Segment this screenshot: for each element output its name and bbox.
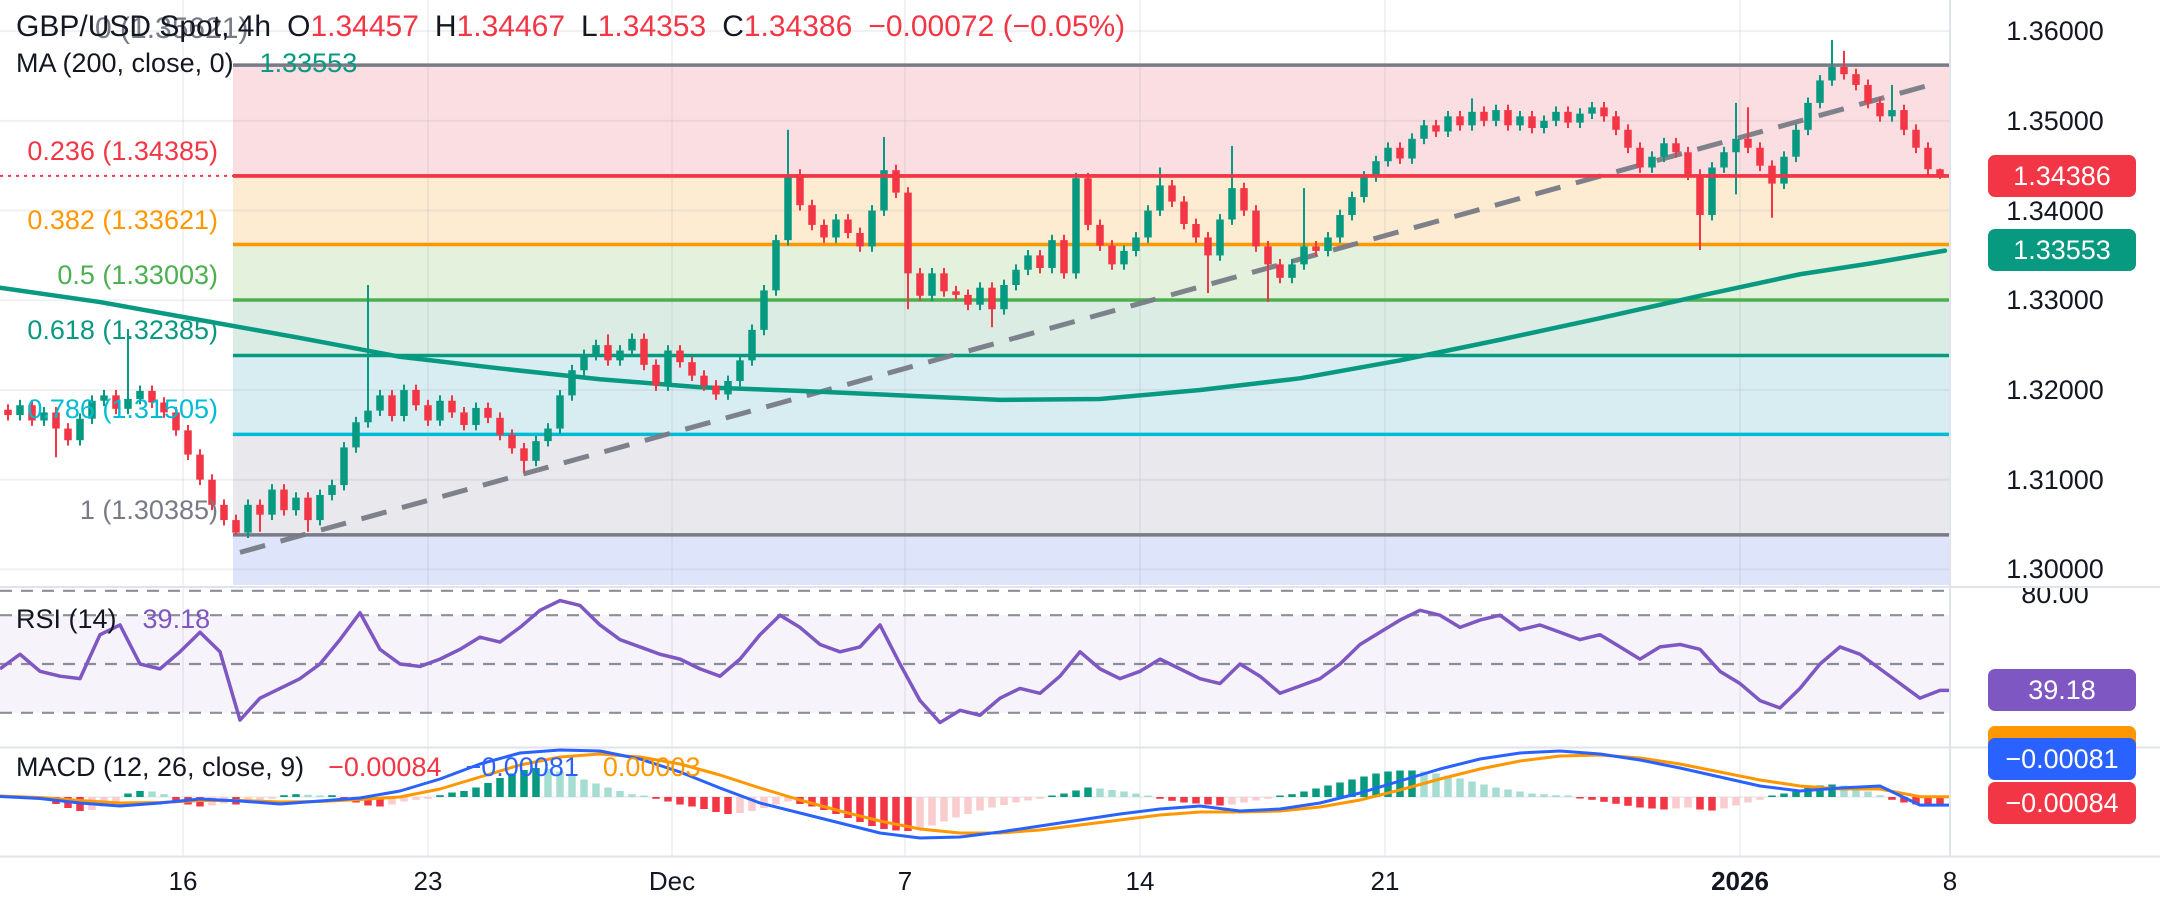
ma-legend-label[interactable]: MA (200, close, 0) — [16, 48, 234, 78]
macd-signal-value: 0.00003 — [602, 752, 701, 782]
time-axis-label[interactable]: 8 — [1942, 866, 1958, 896]
pane-separators — [0, 0, 2160, 858]
rsi-legend[interactable]: RSI (14) 39.18 — [16, 604, 210, 635]
price-axis-label: 1.32000 — [2006, 374, 2104, 405]
macd-line-badge[interactable]: −0.00081 — [1988, 738, 2136, 780]
price-axis-label: 1.36000 — [2006, 16, 2104, 47]
symbol-legend[interactable]: GBP/USD Spot, 4h O1.34457 H1.34467 L1.34… — [16, 10, 1125, 44]
time-axis-label[interactable]: 2026 — [1711, 866, 1769, 896]
time-axis-label[interactable]: Dec — [648, 866, 696, 896]
ma-legend-value: 1.33553 — [259, 48, 358, 78]
rsi-legend-value: 39.18 — [142, 604, 211, 634]
time-axis-label[interactable]: 21 — [1370, 866, 1400, 896]
ohlc-high: H1.34467 — [434, 10, 566, 43]
macd-pane — [0, 748, 1950, 840]
time-axis-label[interactable]: 16 — [168, 866, 198, 896]
macd-hist-value: −0.00084 — [328, 752, 442, 782]
fib-label-0236[interactable]: 0.236 (1.34385) — [27, 136, 218, 166]
rsi-badge[interactable]: 39.18 — [1988, 669, 2136, 711]
macd-legend-label[interactable]: MACD (12, 26, close, 9) — [16, 752, 305, 782]
time-axis-label[interactable]: 23 — [413, 866, 443, 896]
price-axis-label: 1.33000 — [2006, 285, 2104, 316]
ma-legend[interactable]: MA (200, close, 0) 1.33553 — [16, 48, 357, 79]
price-axis-label: 1.34000 — [2006, 195, 2104, 226]
ohlc-close: C1.34386 — [722, 10, 853, 43]
time-axis-label[interactable]: 7 — [897, 866, 913, 896]
rsi-legend-label[interactable]: RSI (14) — [16, 604, 117, 634]
fib-label-0[interactable]: 0 (1.35621) — [95, 12, 249, 45]
fib-label-05[interactable]: 0.5 (1.33003) — [57, 259, 218, 290]
macd-line-value: −0.00081 — [465, 752, 579, 782]
price-axis-label: 1.31000 — [2006, 464, 2104, 495]
change-value: −0.00072 (−0.05%) — [868, 10, 1126, 43]
macd-legend[interactable]: MACD (12, 26, close, 9) −0.00084 −0.0008… — [16, 752, 700, 783]
fib-label-0618[interactable]: 0.618 (1.32385) — [27, 315, 218, 346]
rsi-pane — [0, 589, 1950, 725]
candles-layer[interactable] — [4, 40, 1944, 539]
fib-label-0786[interactable]: 0.786 (1.31505) — [27, 394, 218, 425]
macd-main-line[interactable] — [0, 748, 1950, 840]
ma-badge[interactable]: 1.33553 — [1988, 229, 2136, 271]
time-axis-label[interactable]: 14 — [1125, 866, 1155, 896]
rsi-axis-80-label: 80.00 — [2021, 588, 2089, 608]
ma200-line[interactable] — [0, 248, 1948, 403]
fib-bands — [233, 65, 1950, 585]
fib-label-0382[interactable]: 0.382 (1.33621) — [27, 204, 218, 235]
price-badge[interactable]: 1.34386 — [1988, 155, 2136, 197]
price-axis-label: 1.35000 — [2006, 105, 2104, 136]
price-axis-label: 1.30000 — [2006, 554, 2104, 585]
rsi-line[interactable] — [0, 598, 1950, 725]
fib-label-1[interactable]: 1 (1.30385) — [79, 494, 218, 525]
ohlc-open: O1.34457 — [287, 10, 419, 43]
macd-hist-badge[interactable]: −0.00084 — [1988, 782, 2136, 824]
symbol-title[interactable]: GBP/USD Spot, 4h — [16, 10, 272, 43]
ohlc-low: L1.34353 — [581, 10, 707, 43]
